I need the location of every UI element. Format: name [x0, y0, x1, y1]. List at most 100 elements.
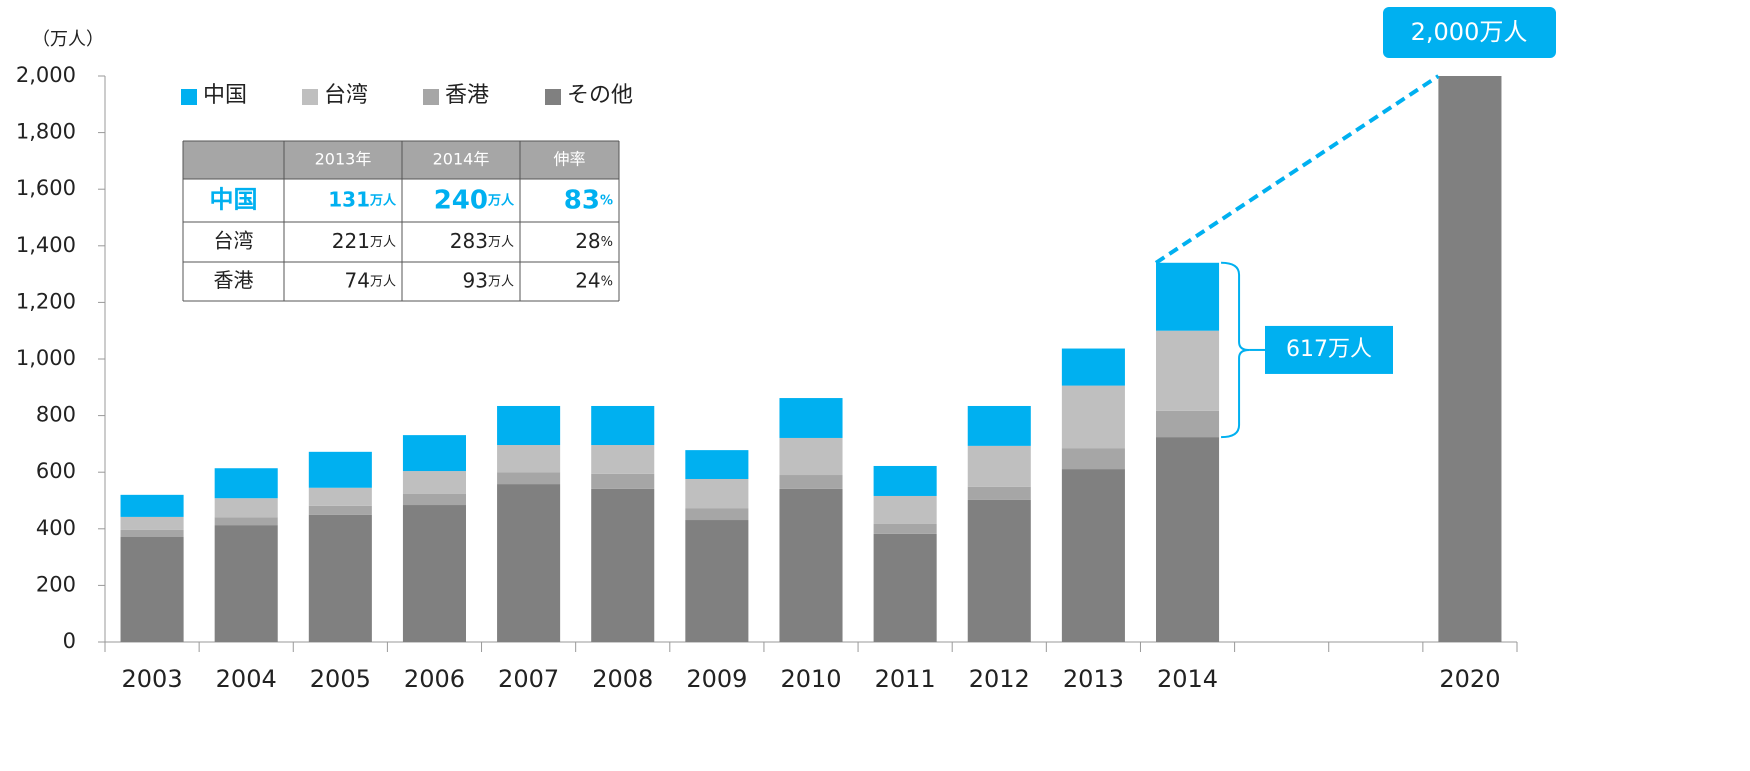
bar-segment [779, 437, 843, 476]
bar-segment [591, 473, 655, 489]
dashed-connector [1154, 74, 1440, 265]
bar-segment [308, 514, 372, 642]
table-cell: 74万人 [345, 268, 396, 292]
table-cell: 93万人 [463, 268, 514, 292]
table-row-label: 台湾 [214, 229, 254, 253]
y-tick-label: 2,000 [16, 63, 76, 87]
bar-segment [120, 537, 184, 642]
bar-segment [779, 475, 843, 489]
bar-segment [873, 465, 937, 496]
legend-swatch [423, 89, 439, 105]
table-cell-unit: % [601, 235, 613, 250]
bar-segment [497, 472, 561, 485]
table-cell-unit: % [601, 274, 613, 289]
bar-segment [1061, 448, 1125, 470]
y-tick-label: 1,200 [16, 289, 76, 313]
table-header: 2014年 [433, 150, 490, 169]
table-cell-number: 24 [575, 268, 600, 292]
bar-segment [308, 487, 372, 506]
x-tick-label: 2013 [1063, 665, 1124, 693]
table-cell: 24% [575, 268, 613, 292]
y-tick-label: 1,600 [16, 176, 76, 200]
bar-segment [1155, 330, 1220, 411]
brace [1221, 261, 1250, 439]
table-cell: 131万人 [328, 187, 397, 211]
y-tick-label: 600 [36, 459, 76, 483]
bar-segment [591, 488, 655, 642]
bar-segment [873, 523, 937, 534]
table-cell-number: 283 [450, 229, 488, 253]
table-cell: 28% [575, 229, 613, 253]
bar-segment [591, 445, 655, 474]
x-tick-label: 2004 [216, 665, 277, 693]
legend-label: 中国 [203, 83, 247, 108]
legend-label: その他 [567, 83, 633, 108]
bar-segment [685, 450, 749, 479]
x-tick-label: 2014 [1157, 665, 1218, 693]
bar-segment [967, 405, 1031, 446]
legend-swatch [302, 89, 318, 105]
x-tick-label: 2020 [1439, 665, 1500, 693]
y-tick-label: 800 [36, 403, 76, 427]
bar-segment [685, 478, 749, 509]
bar-segment [214, 468, 278, 499]
table-cell-unit: 万人 [487, 192, 515, 208]
bar-segment [308, 505, 372, 515]
bar-segment [120, 529, 184, 538]
table-cell-unit: 万人 [488, 235, 514, 250]
y-tick-label: 0 [63, 629, 76, 653]
y-tick-label: 200 [36, 572, 76, 596]
bar-segment [402, 505, 467, 642]
bar-segment [779, 488, 843, 642]
callout-box [1383, 7, 1556, 58]
bar-segment [497, 405, 561, 446]
x-tick-label: 2006 [404, 665, 465, 693]
table-header-bg [183, 141, 619, 179]
x-tick-label: 2010 [780, 665, 841, 693]
bar-segment [402, 471, 467, 494]
table-row-label: 香港 [214, 268, 254, 292]
callout-box [1265, 325, 1393, 374]
table-header: 2013年 [315, 150, 372, 169]
bar-segment [1061, 469, 1125, 642]
table-cell-number: 28 [575, 229, 600, 253]
table-cell-number: 93 [463, 268, 488, 292]
bar-segment [1155, 410, 1220, 438]
bar-segment [779, 398, 843, 438]
table-cell-unit: 万人 [488, 274, 514, 289]
table-cell-number: 131 [328, 187, 370, 211]
y-tick-label: 400 [36, 516, 76, 540]
legend-label: 香港 [445, 83, 489, 108]
bar-segment [497, 484, 561, 642]
legend-label: 台湾 [324, 83, 368, 108]
table-cell: 221万人 [332, 229, 396, 253]
table-cell: 240万人 [434, 185, 515, 215]
bar-segment [1061, 385, 1125, 449]
legend-swatch [181, 89, 197, 105]
y-axis-label: （万人） [32, 29, 104, 50]
bar-segment [873, 495, 937, 524]
bar-segment [967, 445, 1031, 487]
bar-segment [120, 494, 184, 517]
y-tick-label: 1,400 [16, 233, 76, 257]
y-tick-label: 1,800 [16, 120, 76, 144]
callout-text: 2,000万人 [1411, 18, 1528, 46]
bar-segment [1155, 262, 1220, 331]
callout-text: 617万人 [1286, 337, 1372, 362]
bar-segment [497, 445, 561, 473]
bar-segment [1155, 437, 1220, 642]
x-tick-label: 2008 [592, 665, 653, 693]
table-cell: 283万人 [450, 229, 514, 253]
bar-segment [685, 520, 749, 642]
table-cell: 83% [564, 185, 613, 215]
table-cell-number: 240 [434, 185, 488, 215]
x-tick-label: 2009 [686, 665, 747, 693]
table-header: 伸率 [553, 150, 585, 169]
x-tick-label: 2012 [969, 665, 1030, 693]
x-tick-label: 2005 [310, 665, 371, 693]
bar-segment [402, 493, 467, 506]
bar-segment [120, 516, 184, 530]
x-tick-label: 2007 [498, 665, 559, 693]
